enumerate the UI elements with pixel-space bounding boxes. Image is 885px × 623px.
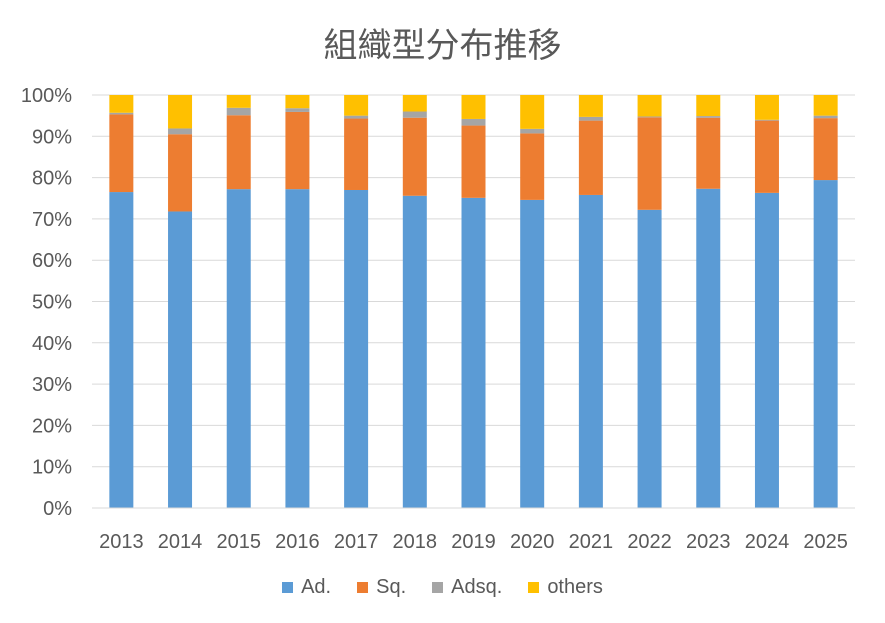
bar-segment: [168, 134, 193, 212]
x-tick-label: 2022: [627, 531, 672, 553]
bar-segment: [637, 117, 662, 210]
bar-segment: [813, 95, 838, 116]
x-tick-label: 2017: [334, 531, 379, 553]
bar-segment: [520, 199, 545, 509]
y-tick-label: 0%: [43, 498, 72, 520]
bar-segment: [637, 95, 662, 117]
bar-segment: [168, 95, 193, 129]
bar-segment: [520, 95, 545, 129]
bar-segment: [402, 117, 427, 196]
bar-segment: [285, 108, 310, 112]
y-tick-label: 40%: [32, 333, 72, 355]
y-tick-label: 90%: [32, 126, 72, 148]
legend-swatch: [432, 582, 444, 593]
legend-swatch: [528, 582, 540, 593]
bar-segment: [461, 95, 486, 119]
bar-segment: [696, 116, 721, 118]
x-tick-label: 2015: [216, 531, 261, 553]
legend-swatch: [282, 582, 294, 593]
bar-segment: [461, 118, 486, 126]
y-tick-label: 50%: [32, 292, 72, 314]
bar-segment: [285, 111, 310, 190]
bar-segment: [520, 128, 545, 134]
legend: Ad. Sq. Adsq. others: [0, 576, 885, 599]
chart-title: 組織型分布推移: [323, 26, 562, 66]
bar-segment: [168, 211, 193, 508]
bar-segment: [813, 115, 838, 119]
legend-label: Sq.: [376, 576, 407, 598]
bar-segment: [226, 115, 251, 190]
bar-segment: [285, 189, 310, 508]
bar-segment: [637, 209, 662, 508]
bar-segment: [813, 180, 838, 508]
legend-item: others: [528, 576, 603, 599]
bar-segment: [813, 118, 838, 181]
x-tick-label: 2025: [803, 531, 848, 553]
bar-segment: [109, 114, 134, 193]
bar-segment: [285, 95, 310, 109]
bar-segment: [696, 117, 721, 189]
bar-segment: [226, 107, 251, 116]
x-tick-label: 2021: [569, 531, 614, 553]
bar-segment: [402, 195, 427, 508]
bar-segment: [461, 197, 486, 508]
bar-segment: [109, 192, 134, 508]
x-tick-label: 2019: [451, 531, 496, 553]
bar-segment: [696, 188, 721, 508]
x-tick-label: 2014: [158, 531, 203, 553]
y-tick-label: 20%: [32, 415, 72, 437]
x-tick-label: 2023: [686, 531, 731, 553]
legend-label: others: [547, 576, 603, 598]
legend-swatch: [357, 582, 369, 593]
bar-segment: [578, 194, 603, 509]
bar-segment: [754, 119, 779, 121]
bar-segment: [344, 95, 369, 116]
legend-item: Sq.: [357, 576, 406, 599]
x-tick-label: 2024: [745, 531, 790, 553]
y-tick-label: 70%: [32, 209, 72, 231]
bar-segment: [754, 120, 779, 193]
bar-segment: [344, 115, 369, 119]
bar-segment: [402, 111, 427, 118]
bar-segment: [578, 120, 603, 195]
y-tick-label: 30%: [32, 374, 72, 396]
legend-label: Adsq.: [451, 576, 503, 598]
bar-segment: [109, 95, 134, 113]
bar-segment: [637, 116, 662, 118]
bar-segment: [696, 95, 721, 117]
bar-segment: [168, 128, 193, 135]
x-tick-label: 2018: [393, 531, 438, 553]
bar-segment: [520, 133, 545, 200]
bar-segment: [461, 125, 486, 198]
bar-segment: [226, 189, 251, 508]
x-tick-label: 2020: [510, 531, 555, 553]
x-tick-label: 2016: [275, 531, 320, 553]
x-tick-label: 2013: [99, 531, 144, 553]
bar-segment: [578, 116, 603, 121]
legend-label: Ad.: [301, 576, 332, 598]
bar-segment: [344, 118, 369, 190]
legend-item: Adsq.: [432, 576, 502, 599]
bar-segment: [578, 95, 603, 117]
bar-segment: [754, 95, 779, 120]
bar-segment: [226, 95, 251, 108]
y-tick-label: 10%: [32, 457, 72, 479]
bar-segment: [109, 112, 134, 115]
legend-item: Ad.: [282, 576, 331, 599]
y-tick-label: 100%: [21, 85, 72, 107]
bar-segment: [402, 95, 427, 112]
bar-segment: [344, 189, 369, 509]
y-tick-label: 80%: [32, 168, 72, 190]
bar-segment: [754, 192, 779, 509]
y-tick-label: 60%: [32, 250, 72, 272]
